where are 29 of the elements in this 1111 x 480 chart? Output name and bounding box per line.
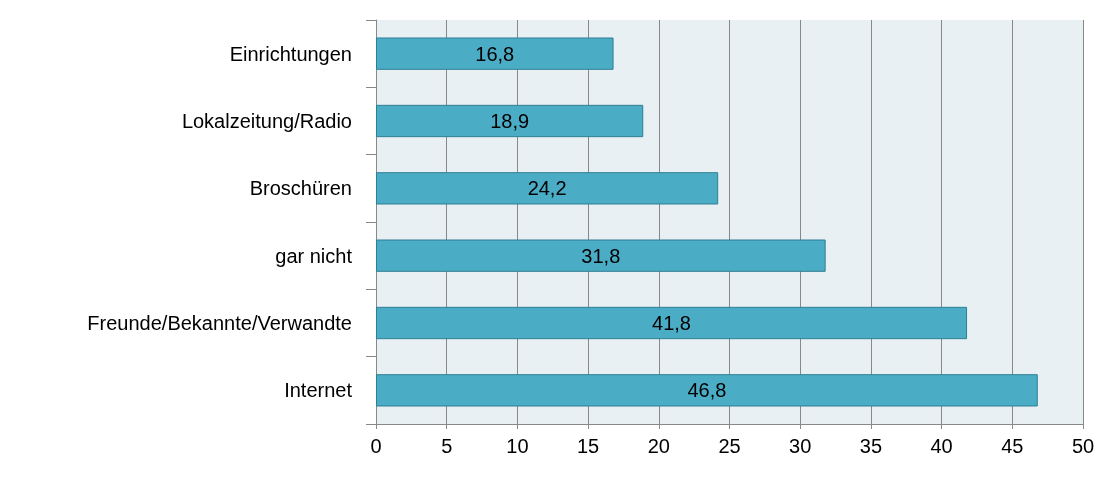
- y-tick-label: Broschüren: [249, 177, 352, 200]
- y-tick-label: Einrichtungen: [229, 42, 352, 65]
- x-tick-label: 45: [1001, 435, 1024, 457]
- data-label: 24,2: [527, 177, 567, 200]
- x-tick-label: 15: [576, 435, 600, 457]
- x-tick-label: 0: [370, 435, 382, 457]
- x-tick-label: 10: [506, 435, 529, 457]
- data-label: 41,8: [652, 312, 691, 334]
- y-tick-label: Internet: [284, 379, 353, 402]
- y-tick-label: gar nicht: [275, 244, 353, 267]
- x-tick-label: 35: [859, 435, 883, 457]
- y-tick-label: Freunde/Bekannte/Verwandte: [87, 312, 352, 334]
- x-tick-label: 25: [718, 435, 741, 457]
- y-tick-label: Lokalzeitung/Radio: [181, 110, 352, 132]
- x-tick-label: 50: [1071, 435, 1095, 457]
- data-label: 18,9: [490, 110, 530, 132]
- data-label: 16,8: [475, 42, 515, 65]
- bar: [376, 37, 614, 70]
- bar: [376, 239, 826, 272]
- x-tick-label: 20: [647, 435, 670, 457]
- x-tick-label: 30: [789, 435, 812, 457]
- bar: [376, 374, 1038, 407]
- data-label: 31,8: [581, 244, 621, 267]
- data-label: 46,8: [687, 379, 727, 402]
- x-tick-label: 5: [441, 435, 453, 457]
- x-tick-label: 40: [930, 435, 953, 457]
- bar: [376, 306, 968, 340]
- bar: [376, 172, 719, 205]
- bar: [376, 104, 644, 138]
